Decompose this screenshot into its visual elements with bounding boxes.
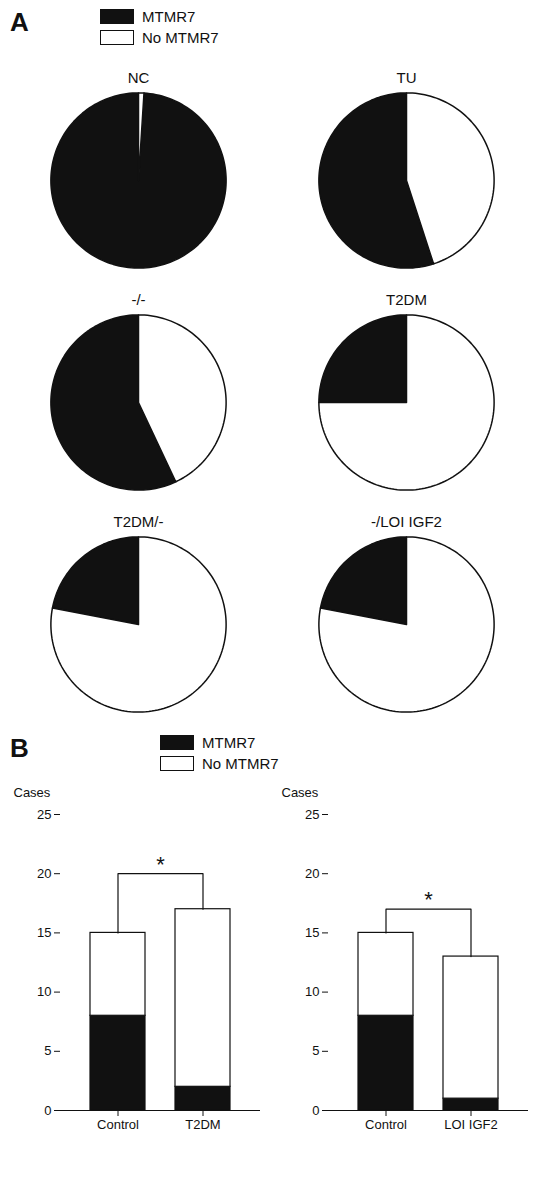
- svg-text:5: 5: [44, 1043, 51, 1058]
- svg-text:TU: TU: [397, 69, 417, 86]
- svg-text:*: *: [156, 852, 165, 877]
- html-text:MTMR7: MTMR7: [202, 734, 256, 751]
- html-text:MTMR7: MTMR7: [142, 8, 196, 25]
- svg-text:T2DM: T2DM: [386, 291, 427, 308]
- svg-text:25: 25: [37, 807, 51, 822]
- svg-text:Cases: Cases: [282, 785, 319, 800]
- svg-text:20: 20: [305, 866, 319, 881]
- svg-text:25: 25: [305, 807, 319, 822]
- svg-text:T2DM: T2DM: [185, 1117, 220, 1132]
- svg-text:5: 5: [312, 1043, 319, 1058]
- html-text:B: B: [10, 733, 29, 763]
- svg-text:*: *: [424, 887, 433, 912]
- svg-text:0: 0: [312, 1103, 319, 1118]
- svg-text:15: 15: [305, 925, 319, 940]
- svg-text:20: 20: [37, 866, 51, 881]
- svg-text:-/LOI IGF2: -/LOI IGF2: [371, 513, 442, 530]
- svg-text:0: 0: [44, 1103, 51, 1118]
- html-text:A: A: [10, 7, 29, 37]
- svg-text:15: 15: [37, 925, 51, 940]
- html-text:No MTMR7: No MTMR7: [142, 29, 219, 46]
- svg-text:Control: Control: [365, 1117, 407, 1132]
- svg-text:T2DM/-: T2DM/-: [114, 513, 164, 530]
- svg-text:10: 10: [305, 984, 319, 999]
- svg-text:Cases: Cases: [14, 785, 51, 800]
- html-text:No MTMR7: No MTMR7: [202, 755, 279, 772]
- svg-text:NC: NC: [128, 69, 150, 86]
- svg-text:10: 10: [37, 984, 51, 999]
- svg-text:LOI IGF2: LOI IGF2: [444, 1117, 497, 1132]
- svg-text:Control: Control: [97, 1117, 139, 1132]
- svg-text:-/-: -/-: [131, 291, 145, 308]
